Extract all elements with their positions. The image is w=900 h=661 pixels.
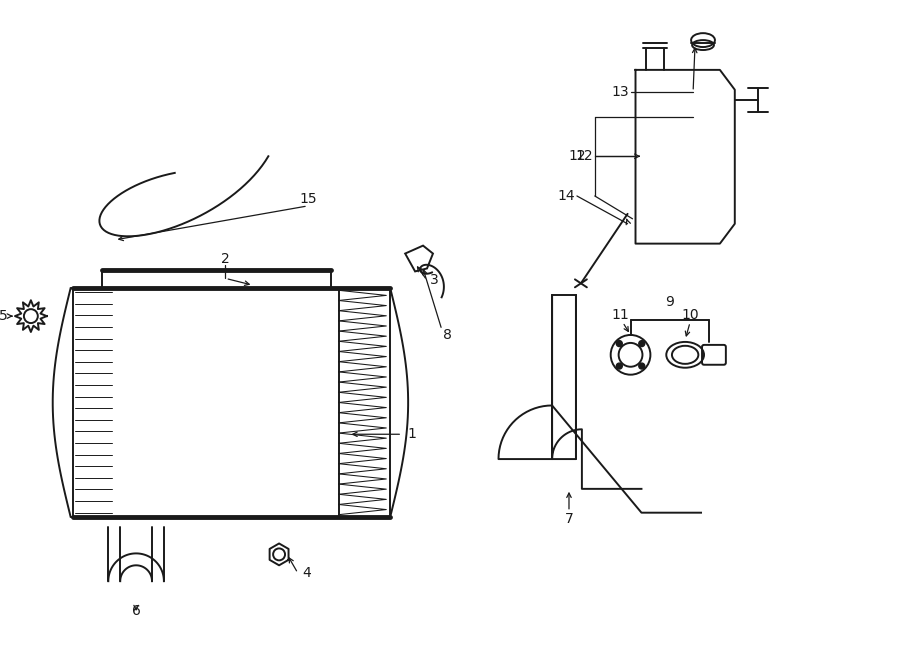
- Text: 5: 5: [0, 309, 7, 323]
- Text: 12: 12: [568, 149, 586, 163]
- Circle shape: [616, 363, 622, 369]
- Circle shape: [639, 363, 644, 369]
- Text: 4: 4: [302, 566, 311, 580]
- Text: 2: 2: [221, 252, 230, 266]
- Text: 14: 14: [557, 189, 575, 203]
- Text: 11: 11: [612, 308, 629, 322]
- Text: 13: 13: [612, 85, 629, 98]
- Text: 6: 6: [131, 604, 140, 618]
- Text: 10: 10: [681, 308, 699, 322]
- Text: 7: 7: [564, 512, 573, 525]
- Circle shape: [616, 340, 622, 346]
- Text: 15: 15: [299, 192, 317, 206]
- Text: 3: 3: [429, 274, 438, 288]
- Circle shape: [639, 340, 644, 346]
- Text: 12: 12: [575, 149, 593, 163]
- Text: 1: 1: [408, 427, 417, 442]
- Text: 8: 8: [444, 328, 453, 342]
- Text: 9: 9: [665, 295, 674, 309]
- Bar: [73, 288, 391, 517]
